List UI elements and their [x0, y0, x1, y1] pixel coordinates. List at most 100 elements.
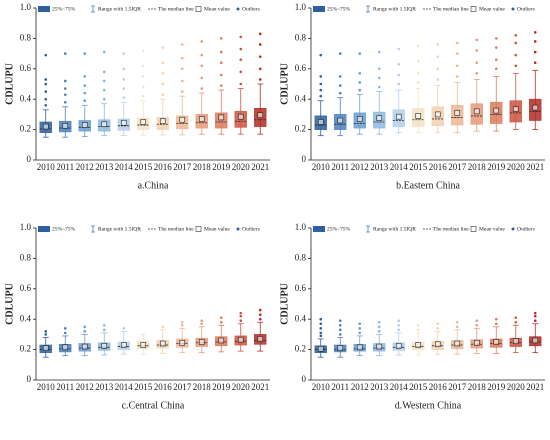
outlier [161, 325, 165, 329]
outlier [319, 53, 323, 57]
outlier [377, 76, 381, 80]
y-tick-label: 0.8 [20, 252, 32, 262]
legend-label: 25%~75% [327, 226, 351, 232]
outlier [533, 50, 537, 54]
outlier [358, 322, 362, 326]
outlier [122, 78, 126, 81]
x-tick-label: 2014 [115, 382, 134, 392]
outlier [63, 93, 67, 96]
mean-marker [415, 342, 422, 348]
x-tick-label: 2010 [37, 382, 56, 392]
x-tick-label: 2015 [409, 162, 428, 172]
x-tick-label: 2019 [487, 162, 506, 172]
x-tick-label: 2017 [173, 162, 192, 172]
mean-marker [473, 339, 480, 346]
mean-marker [179, 339, 186, 346]
outlier [319, 82, 323, 86]
mean-marker [62, 123, 69, 129]
outlier [122, 67, 126, 71]
outlier [180, 320, 184, 324]
mean-marker [512, 106, 519, 112]
outlier [436, 43, 440, 46]
outlier [475, 61, 479, 65]
outlier [358, 331, 362, 335]
outlier [239, 319, 243, 323]
outlier [319, 94, 323, 98]
outlier [44, 97, 48, 101]
x-tick-label: 2015 [409, 382, 428, 392]
mean-marker [140, 119, 147, 125]
outlier [200, 53, 204, 57]
outlier [377, 325, 381, 329]
panel-title: d.Western China [395, 400, 462, 411]
legend-label: Outliers [517, 6, 535, 12]
outlier [63, 327, 67, 330]
y-tick-label: 1.0 [20, 2, 32, 12]
outlier [44, 90, 48, 93]
outlier [102, 97, 106, 101]
legend-label: Outliers [242, 226, 260, 232]
x-tick-label: 2014 [390, 382, 409, 392]
outlier [141, 75, 145, 78]
panel: 0 0.2 0.4 0.6 0.8 1.0 CDLUPU d.Western China 25%… [279, 222, 545, 411]
outlier [239, 70, 243, 74]
outlier [319, 75, 323, 78]
outlier [258, 32, 262, 36]
legend-label: Range with 1.5IQR [98, 226, 141, 232]
x-tick-label: 2018 [193, 382, 212, 392]
outlier [319, 317, 323, 321]
x-tick-label: 2011 [331, 382, 349, 392]
outlier [475, 49, 479, 52]
y-tick-label: 0.4 [20, 93, 32, 103]
outlier [338, 91, 342, 95]
outlier [533, 314, 537, 318]
legend-swatch [38, 226, 50, 232]
legend-swatch [313, 226, 325, 232]
legend-label: Range with 1.5IQR [373, 226, 416, 232]
mean-marker [454, 110, 461, 116]
y-tick-label: 0.4 [295, 93, 307, 103]
outlier [141, 85, 145, 89]
x-tick-label: 2013 [95, 162, 114, 172]
y-axis-label: CDLUPU [4, 63, 15, 105]
mean-marker [395, 342, 402, 349]
outlier [397, 323, 401, 327]
outlier [319, 327, 323, 330]
legend-mean-icon [195, 6, 202, 12]
outlier [63, 331, 67, 335]
outlier [338, 333, 342, 336]
legend-swatch [313, 6, 325, 12]
outlier [83, 84, 87, 87]
mean-marker [257, 112, 264, 118]
outlier [514, 34, 518, 37]
mean-marker [337, 345, 344, 351]
panel-title: b.Eastern China [396, 180, 460, 191]
y-tick-label: 0 [27, 154, 32, 164]
outlier [533, 31, 537, 34]
outlier [63, 79, 67, 83]
outlier [475, 38, 479, 42]
legend-label: The median line [158, 226, 194, 232]
outlier [200, 319, 204, 323]
outlier [455, 41, 459, 45]
legend-swatch [38, 6, 50, 12]
outlier [533, 40, 537, 43]
mean-marker [317, 119, 324, 125]
x-tick-label: 2017 [173, 382, 192, 392]
y-tick-label: 0.2 [20, 344, 31, 354]
outlier [514, 41, 518, 45]
outlier [258, 313, 262, 316]
legend-outlier-icon [236, 227, 240, 231]
mean-marker [218, 114, 225, 121]
outlier [200, 64, 204, 68]
legend-label: 25%~75% [52, 6, 76, 12]
y-tick-label: 0.4 [295, 313, 307, 323]
outlier [319, 88, 323, 92]
outlier [338, 319, 342, 323]
outlier [122, 96, 126, 99]
mean-marker [140, 342, 147, 348]
x-tick-label: 2021 [251, 162, 269, 172]
legend-range-icon [366, 5, 370, 13]
legend-label: Outliers [517, 226, 535, 232]
x-tick-label: 2012 [76, 162, 94, 172]
